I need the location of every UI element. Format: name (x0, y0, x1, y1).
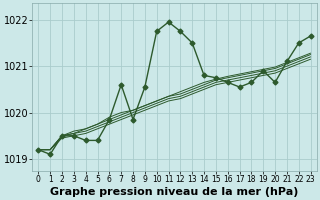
X-axis label: Graphe pression niveau de la mer (hPa): Graphe pression niveau de la mer (hPa) (50, 187, 299, 197)
